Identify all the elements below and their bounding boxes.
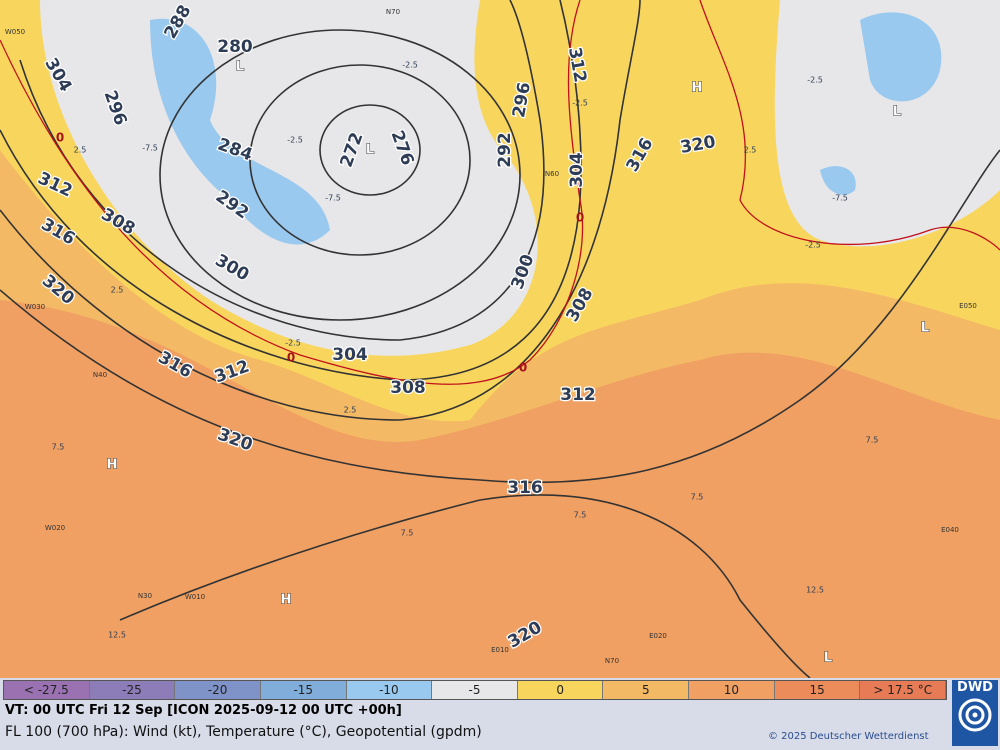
chart-description: FL 100 (700 hPa): Wind (kt), Temperature…: [5, 724, 482, 740]
legend-item: -10: [346, 681, 433, 699]
temperature-label: 2.5: [344, 406, 357, 415]
pressure-center: H: [692, 81, 703, 96]
temperature-label: -7.5: [142, 144, 158, 153]
pressure-center: L: [921, 321, 929, 336]
graticule-label: E050: [959, 302, 977, 310]
graticule-label: N70: [386, 8, 400, 16]
temperature-label: 7.5: [574, 511, 587, 520]
graticule-label: E010: [491, 646, 509, 654]
legend-item: < -27.5: [4, 681, 90, 699]
logo-text: DWD: [957, 680, 993, 695]
temperature-label: -2.5: [572, 99, 588, 108]
valid-time: VT: 00 UTC Fri 12 Sep [ICON 2025-09-12 0…: [5, 703, 402, 718]
geopotential-label: 292: [495, 132, 515, 168]
pressure-center: L: [824, 651, 832, 666]
geopotential-label: 308: [390, 378, 426, 398]
geopotential-contours: [0, 0, 1000, 678]
zero-isotherm-label: 0: [56, 131, 64, 145]
graticule-label: N40: [93, 371, 107, 379]
temperature-label: -2.5: [807, 76, 823, 85]
temp-area: [820, 166, 856, 195]
pressure-center: L: [893, 105, 901, 120]
legend-item: -20: [175, 681, 261, 699]
temperature-label: -7.5: [832, 194, 848, 203]
temperature-label: 12.5: [806, 586, 824, 595]
legend-item: 10: [689, 681, 775, 699]
geopotential-label: 304: [332, 345, 368, 365]
legend-item: 0: [517, 681, 604, 699]
geopotential-label: 312: [560, 385, 596, 405]
temperature-label: 7.5: [52, 443, 65, 452]
temperature-label: 2.5: [74, 146, 87, 155]
pressure-center: L: [236, 60, 244, 75]
graticule-label: W020: [45, 524, 65, 532]
legend-item: -25: [89, 681, 176, 699]
pressure-center: H: [107, 458, 118, 473]
color-legend: < -27.5 -25 -20 -15 -10 -5 0 5 10 15 > 17.5 °C: [3, 680, 947, 700]
temperature-label: 7.5: [866, 436, 879, 445]
temperature-label: -2.5: [285, 339, 301, 348]
legend-item: 15: [774, 681, 861, 699]
temperature-label: -2.5: [402, 61, 418, 70]
temperature-label: -2.5: [287, 136, 303, 145]
temperature-label: 7.5: [691, 493, 704, 502]
pressure-center: L: [366, 143, 374, 158]
graticule-label: E020: [649, 632, 667, 640]
copyright: © 2025 Deutscher Wetterdienst: [768, 731, 929, 742]
logo: DWD: [952, 680, 998, 746]
legend-item: -5: [432, 681, 518, 699]
graticule-label: N60: [545, 170, 559, 178]
legend-item: -15: [260, 681, 347, 699]
graticule-label: E040: [941, 526, 959, 534]
geopotential-label: 304: [567, 152, 587, 188]
temperature-label: 12.5: [108, 631, 126, 640]
zero-isotherm-label: 0: [576, 211, 584, 225]
temperature-label: 2.5: [111, 286, 124, 295]
legend-item: > 17.5 °C: [860, 681, 947, 699]
temp-area: [150, 18, 330, 245]
geopotential-label: 316: [507, 478, 543, 498]
temperature-label: 2.5: [744, 146, 757, 155]
temp-area: [860, 12, 942, 102]
graticule-label: N70: [605, 657, 619, 665]
zero-isotherm-label: 0: [287, 351, 295, 365]
temperature-label: 7.5: [401, 529, 414, 538]
zero-isotherm-label: 0: [519, 361, 527, 375]
geopotential-label: 280: [217, 37, 253, 57]
pressure-center: H: [281, 593, 292, 608]
logo-swirl: [958, 698, 992, 732]
zero-isotherm: [0, 0, 1000, 385]
graticule-label: N30: [138, 592, 152, 600]
graticule-label: W010: [185, 593, 205, 601]
legend-item: 5: [603, 681, 690, 699]
temperature-label: -2.5: [805, 241, 821, 250]
graticule-label: W030: [25, 303, 45, 311]
graticule-label: W050: [5, 28, 25, 36]
temperature-label: -7.5: [325, 194, 341, 203]
